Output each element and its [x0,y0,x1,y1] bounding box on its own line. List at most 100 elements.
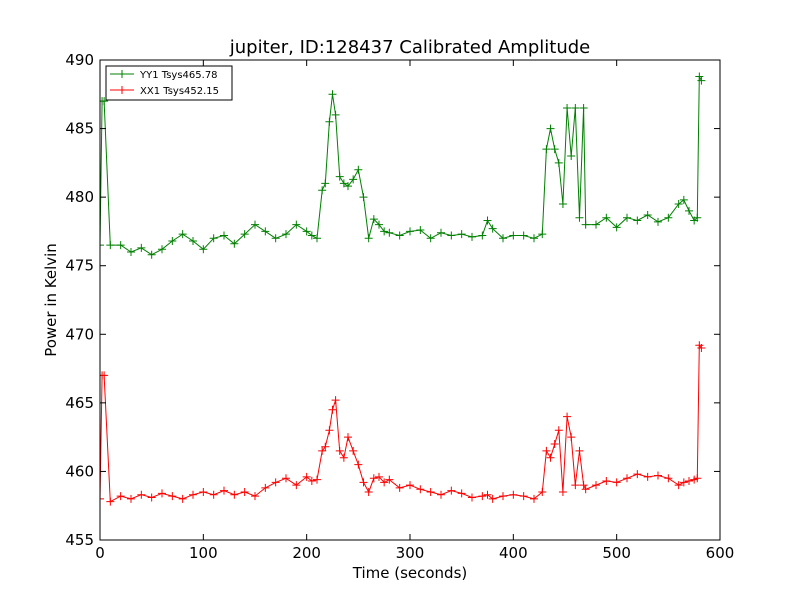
legend-label-0: YY1 Tsys465.78 [139,70,218,81]
data-point [106,241,115,250]
data-point [395,231,404,240]
data-point [426,234,435,243]
data-point [685,477,693,486]
data-point [318,186,327,195]
x-tick-label: 400 [499,544,528,562]
data-point [321,442,330,451]
y-tick-label: 475 [65,257,94,275]
data-point [100,494,104,503]
data-point [697,76,706,85]
data-point [199,245,208,254]
data-point [483,490,492,499]
data-point [251,492,259,501]
y-tick-label: 485 [65,120,94,138]
data-point [359,193,368,202]
data-point [339,453,348,462]
data-point [271,234,280,243]
chart-title: jupiter, ID:128437 Calibrated Amplitude [229,37,590,58]
data-point [220,231,228,240]
data-point [457,489,466,498]
data-point [612,478,621,487]
data-point [147,250,156,259]
data-point [127,248,135,256]
data-point [292,220,301,229]
data-point [385,475,394,484]
data-point [602,477,611,486]
ticks-layer: 0 100 200 300 400 500 600 455 460 465 470 475 480 485… [65,51,734,562]
x-tick-label: 0 [95,544,105,562]
data-point [416,485,425,494]
data-point [158,489,166,498]
data-point [519,231,528,240]
data-point [558,488,567,496]
data-point [261,227,270,236]
y-tick-label: 490 [65,51,94,69]
data-point [693,213,702,222]
data-point [251,220,259,229]
data-point [581,220,590,229]
data-point [542,145,551,154]
data-point [380,478,389,487]
data-point [468,493,476,502]
y-tick-label: 465 [65,394,94,412]
data-point [282,474,290,483]
data-point [137,243,146,252]
data-point [230,239,239,248]
x-tick-label: 300 [396,544,425,562]
y-tick-label: 460 [65,462,94,480]
data-point [579,104,588,112]
data-point [499,234,507,243]
data-point [437,490,445,499]
data-point [538,230,547,239]
data-point [499,492,507,501]
data-point [313,475,321,484]
data-point [261,483,270,492]
data-point [100,241,104,250]
data-point [302,227,311,236]
data-point [509,490,518,499]
legend-marker-1 [118,86,126,94]
data-point [302,472,311,481]
data-point [695,72,704,81]
data-point [406,481,414,490]
x-tick-label: 600 [706,544,735,562]
data-point [375,220,383,229]
y-tick-label: 480 [65,188,94,206]
data-point [369,215,378,224]
data-point [478,231,487,240]
data-point [240,488,249,496]
data-point [100,97,109,106]
data-point [178,494,187,503]
data-point [344,433,352,442]
data-point [612,223,621,232]
data-point [335,446,344,455]
data-point [380,227,389,236]
data-point [209,490,218,499]
data-point [339,179,348,188]
data-point [563,412,572,421]
data-point [550,145,559,154]
data-point [447,486,456,495]
data-point [447,231,456,240]
data-point [478,492,487,501]
data-point [335,172,344,181]
data-point [567,433,576,442]
data-point [558,200,567,208]
data-point [697,344,706,352]
data-point [199,488,208,496]
data-point [554,426,563,435]
data-point [488,224,497,233]
data-point [643,210,652,219]
data-point [563,104,572,112]
data-point [509,231,518,240]
data-point [354,460,363,469]
data-point [318,446,327,455]
data-point [168,492,177,501]
data-point [321,179,330,188]
data-point [437,228,445,237]
y-tick-label: 455 [65,531,94,549]
data-point [375,472,383,481]
data-point [546,453,555,462]
x-axis-label: Time (seconds) [352,564,468,582]
